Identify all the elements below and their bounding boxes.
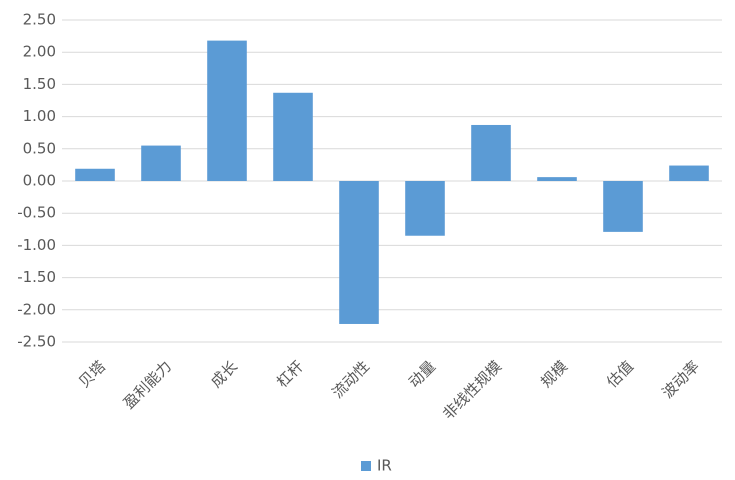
y-tick-label: 1.50 — [23, 75, 56, 93]
bar — [339, 181, 379, 324]
x-tick-label: 动量 — [405, 357, 439, 391]
y-tick-label: 0.50 — [23, 139, 56, 157]
y-tick-label: -2.00 — [17, 300, 56, 318]
y-tick-label: 1.00 — [23, 107, 56, 125]
y-tick-label: -2.50 — [17, 333, 56, 351]
y-tick-label: 2.50 — [23, 11, 56, 29]
bar — [603, 181, 643, 232]
x-tick-label: 流动性 — [328, 357, 373, 402]
x-tick-label: 杠杆 — [273, 357, 307, 391]
y-tick-label: 2.00 — [23, 43, 56, 61]
x-tick-label: 估值 — [603, 357, 637, 391]
bar — [141, 145, 181, 181]
bar — [405, 181, 445, 236]
y-tick-label: -1.00 — [17, 236, 56, 254]
x-tick-label: 波动率 — [658, 357, 703, 402]
x-tick-label: 盈利能力 — [120, 357, 175, 412]
y-tick-label: 0.00 — [23, 172, 56, 190]
x-tick-label: 贝塔 — [75, 357, 109, 391]
x-tick-label: 非线性规模 — [439, 357, 505, 423]
y-tick-label: -0.50 — [17, 204, 56, 222]
bar — [207, 40, 247, 181]
bar — [75, 168, 115, 181]
bar — [273, 92, 313, 181]
bar — [537, 177, 577, 181]
bar — [471, 124, 511, 181]
y-tick-label: -1.50 — [17, 268, 56, 286]
bar — [669, 165, 709, 181]
legend-label: IR — [377, 457, 392, 475]
x-tick-label: 规模 — [537, 357, 571, 391]
legend-swatch — [361, 461, 371, 471]
x-tick-label: 成长 — [207, 357, 241, 391]
